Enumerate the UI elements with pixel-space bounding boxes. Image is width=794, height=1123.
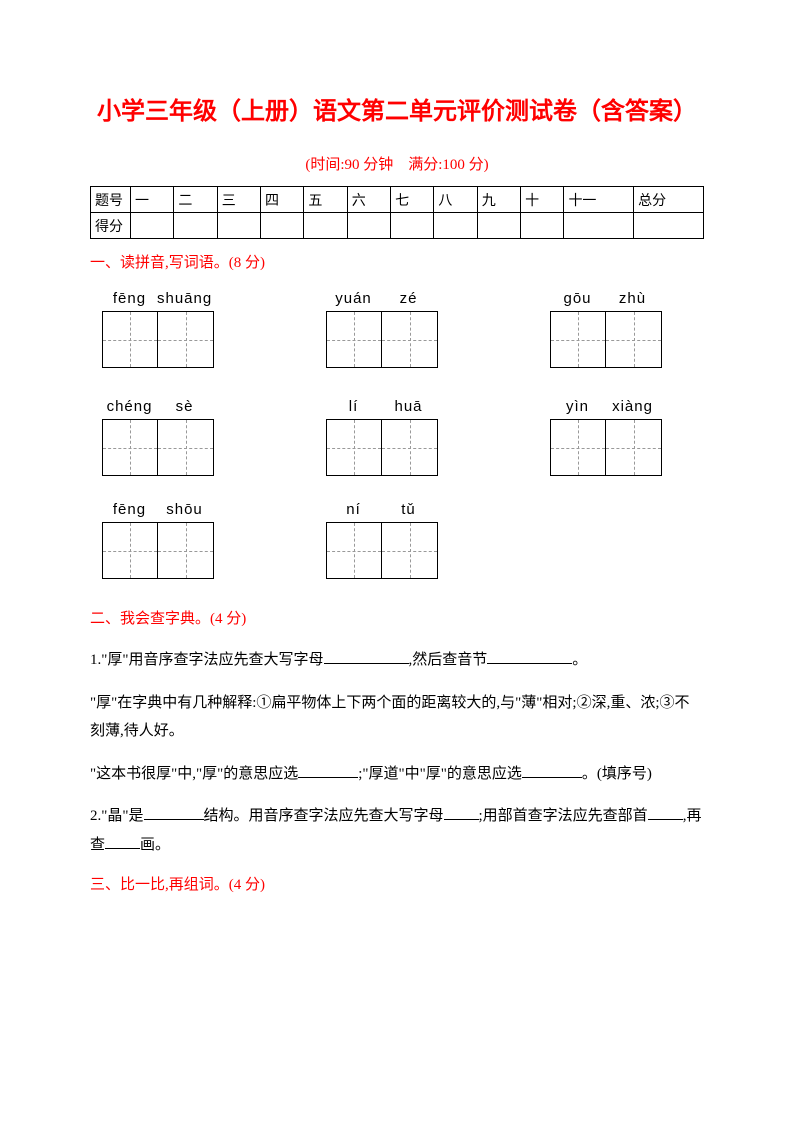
score-cell xyxy=(521,213,564,239)
char-box xyxy=(326,311,438,368)
blank xyxy=(648,805,683,820)
char-cell xyxy=(382,312,437,367)
col-header: 九 xyxy=(477,187,520,213)
section-2-header: 二、我会查字典。(4 分) xyxy=(90,607,704,628)
blank xyxy=(522,763,582,778)
pinyin-label: yuánzé xyxy=(326,290,436,307)
pinyin-label: yìnxiàng xyxy=(550,398,660,415)
char-cell xyxy=(382,420,437,475)
pinyin-item: yìnxiàng xyxy=(550,398,704,476)
pinyin-item: gōuzhù xyxy=(550,290,704,368)
char-cell xyxy=(103,312,158,367)
blank xyxy=(105,834,140,849)
pinyin-label: gōuzhù xyxy=(550,290,660,307)
col-header: 五 xyxy=(304,187,347,213)
col-header: 十 xyxy=(521,187,564,213)
pinyin-label: fēngshuāng xyxy=(102,290,212,307)
section-1-header: 一、读拼音,写词语。(8 分) xyxy=(90,251,704,272)
score-cell xyxy=(477,213,520,239)
score-cell xyxy=(217,213,260,239)
col-header: 总分 xyxy=(634,187,704,213)
score-cell xyxy=(564,213,634,239)
col-header: 八 xyxy=(434,187,477,213)
score-table: 题号 一 二 三 四 五 六 七 八 九 十 十一 总分 得分 xyxy=(90,186,704,239)
char-box xyxy=(102,419,214,476)
question-1-def: "厚"在字典中有几种解释:①扁平物体上下两个面的距离较大的,与"薄"相对;②深,… xyxy=(90,689,704,746)
page-title: 小学三年级（上册）语文第二单元评价测试卷（含答案） xyxy=(90,90,704,133)
char-cell xyxy=(327,312,382,367)
col-header: 一 xyxy=(131,187,174,213)
char-cell xyxy=(382,523,437,578)
score-cell xyxy=(391,213,434,239)
row-label: 题号 xyxy=(91,187,131,213)
pinyin-label: nítǔ xyxy=(326,501,436,518)
pinyin-item: chéngsè xyxy=(102,398,256,476)
pinyin-item: líhuā xyxy=(326,398,480,476)
pinyin-label: fēngshōu xyxy=(102,501,212,518)
pinyin-label: chéngsè xyxy=(102,398,212,415)
char-cell xyxy=(158,312,213,367)
col-header: 七 xyxy=(391,187,434,213)
pinyin-item: fēngshuāng xyxy=(102,290,256,368)
score-cell xyxy=(304,213,347,239)
pinyin-item: fēngshōu xyxy=(102,501,256,579)
char-cell xyxy=(327,523,382,578)
pinyin-grid: fēngshuāng yuánzé gōuzhù chéngsè líhuā y… xyxy=(90,290,704,476)
pinyin-item: yuánzé xyxy=(326,290,480,368)
char-box xyxy=(326,522,438,579)
col-header: 三 xyxy=(217,187,260,213)
blank xyxy=(444,805,479,820)
blank xyxy=(324,649,409,664)
pinyin-label: líhuā xyxy=(326,398,436,415)
char-cell xyxy=(158,523,213,578)
score-cell xyxy=(347,213,390,239)
row-label: 得分 xyxy=(91,213,131,239)
score-cell xyxy=(261,213,304,239)
col-header: 二 xyxy=(174,187,217,213)
pinyin-item: nítǔ xyxy=(326,501,480,579)
char-box xyxy=(102,311,214,368)
char-cell xyxy=(606,312,661,367)
score-cell xyxy=(131,213,174,239)
pinyin-grid-last: fēngshōu nítǔ xyxy=(90,501,704,579)
char-cell xyxy=(551,312,606,367)
char-cell xyxy=(158,420,213,475)
question-1-line1: 1."厚"用音序查字法应先查大写字母,然后查音节。 xyxy=(90,646,704,675)
char-cell xyxy=(103,523,158,578)
char-box xyxy=(550,311,662,368)
blank xyxy=(298,763,358,778)
question-2: 2."晶"是结构。用音序查字法应先查大写字母;用部首查字法应先查部首,再查画。 xyxy=(90,802,704,859)
score-cell xyxy=(434,213,477,239)
page-subtitle: (时间:90 分钟 满分:100 分) xyxy=(90,153,704,174)
col-header: 六 xyxy=(347,187,390,213)
score-cell xyxy=(634,213,704,239)
col-header: 十一 xyxy=(564,187,634,213)
char-box xyxy=(102,522,214,579)
char-cell xyxy=(551,420,606,475)
char-cell xyxy=(103,420,158,475)
col-header: 四 xyxy=(261,187,304,213)
table-row: 得分 xyxy=(91,213,704,239)
blank xyxy=(487,649,572,664)
score-cell xyxy=(174,213,217,239)
char-box xyxy=(550,419,662,476)
section-3-header: 三、比一比,再组词。(4 分) xyxy=(90,873,704,894)
char-cell xyxy=(327,420,382,475)
question-1-choice: "这本书很厚"中,"厚"的意思应选;"厚道"中"厚"的意思应选。(填序号) xyxy=(90,760,704,789)
char-cell xyxy=(606,420,661,475)
char-box xyxy=(326,419,438,476)
blank xyxy=(144,805,204,820)
table-row: 题号 一 二 三 四 五 六 七 八 九 十 十一 总分 xyxy=(91,187,704,213)
